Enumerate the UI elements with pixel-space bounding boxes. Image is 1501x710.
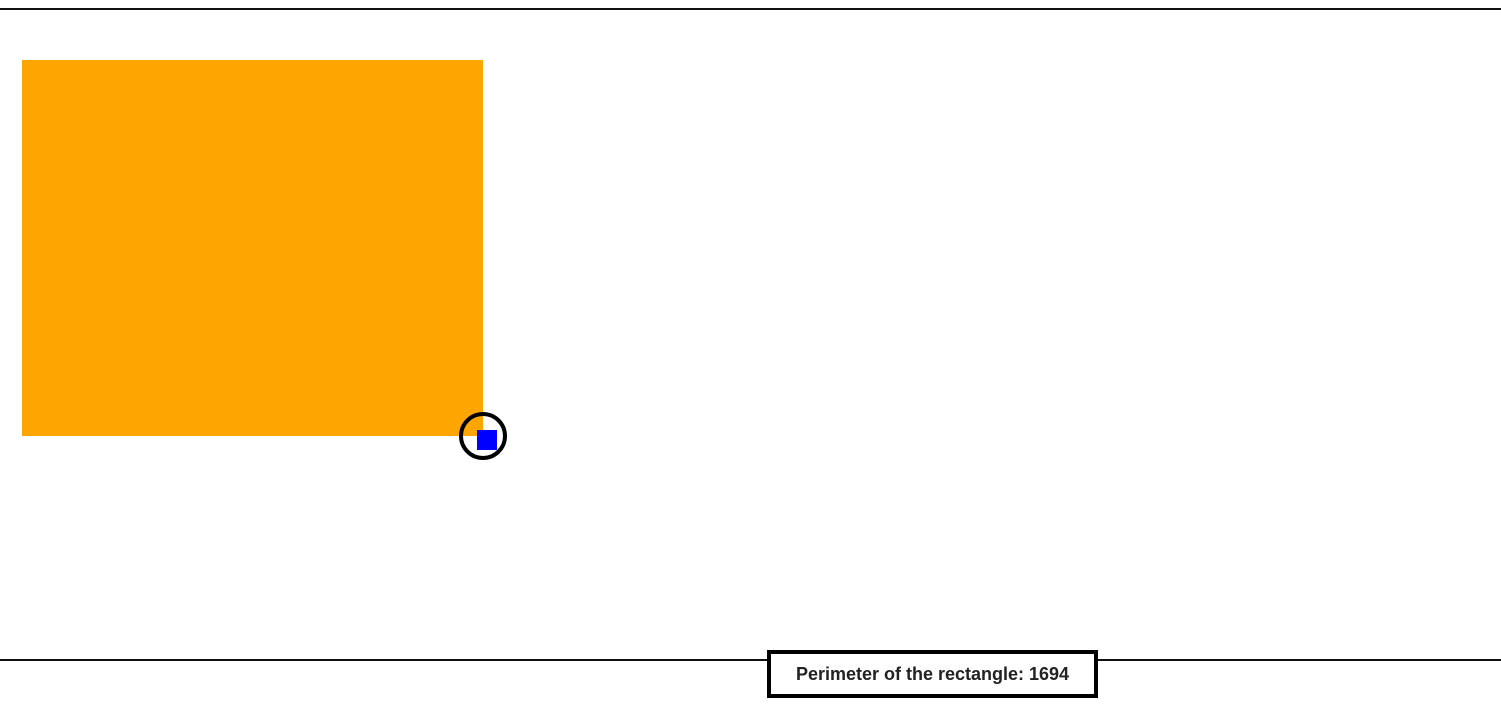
orange-rectangle[interactable] — [22, 60, 483, 436]
perimeter-label: Perimeter of the rectangle: 1694 — [795, 663, 1070, 684]
top-divider — [0, 8, 1501, 10]
bottom-divider — [0, 659, 1501, 661]
resize-handle-icon — [477, 430, 497, 450]
perimeter-display: Perimeter of the rectangle: 1694 — [767, 650, 1098, 698]
resize-handle[interactable] — [459, 412, 507, 460]
